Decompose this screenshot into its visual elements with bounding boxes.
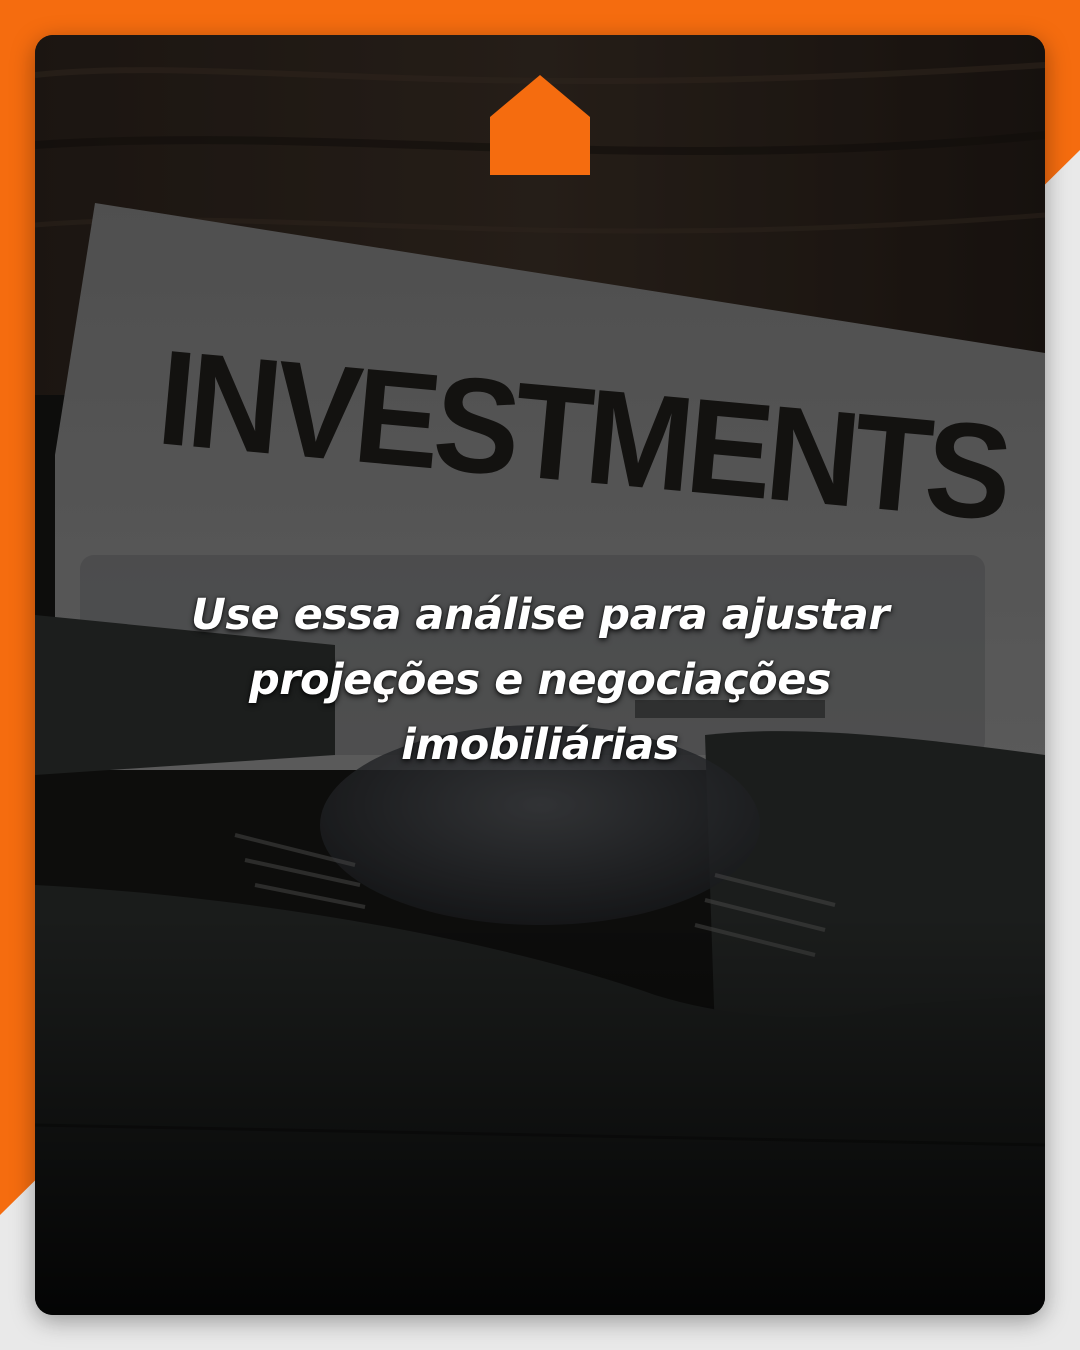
caption-line: imobiliárias [401,720,679,770]
image-card: INVESTMENTS Use essa análise para ajusta… [35,35,1045,1315]
home-icon [490,75,590,175]
caption-line: Use essa análise para ajustar [190,590,890,640]
caption-line: projeções e negociações [249,655,831,705]
caption-text: Use essa análise para ajustar projeções … [165,583,915,778]
typewriter-photo: INVESTMENTS [35,35,1045,1315]
